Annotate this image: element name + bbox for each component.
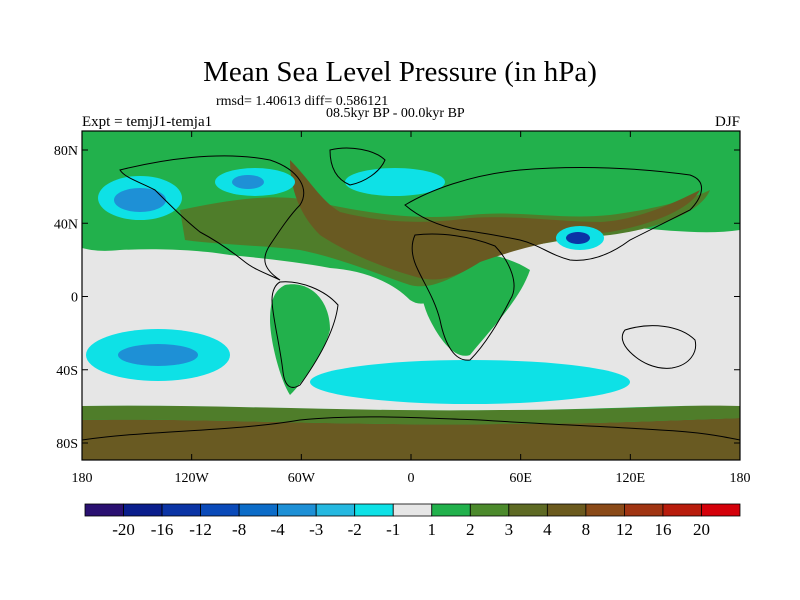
y-tick-label: 80S	[56, 437, 78, 452]
colorbar-bin	[200, 503, 240, 517]
field-region-green-samerica	[270, 284, 330, 395]
coastline-north-america	[119, 155, 305, 281]
colorbar-bin	[277, 503, 317, 517]
colorbar-bin	[546, 503, 587, 517]
colorbar-label: 16	[654, 520, 671, 539]
y-ticks: 80N 40N 0 40S 80S	[54, 144, 740, 452]
colorbar-label: -1	[386, 520, 400, 539]
colorbar-bin	[392, 503, 433, 517]
colorbar-bin	[508, 503, 548, 517]
colorbar-label: -3	[309, 520, 323, 539]
x-tick-label: 120E	[616, 471, 646, 486]
field-low-tibet-core	[566, 232, 590, 244]
y-tick-label: 0	[71, 291, 78, 306]
x-tick-label: 180	[730, 471, 751, 486]
field-low-north-pacific-core	[114, 188, 166, 212]
x-tick-label: 60E	[509, 471, 532, 486]
colorbar-label: -12	[189, 520, 212, 539]
colorbar-label: -8	[232, 520, 246, 539]
colorbar-label: -4	[271, 520, 286, 539]
coastline-greenland	[329, 147, 386, 186]
x-ticks: 180 120W 60W 0 60E 120E 180	[72, 131, 751, 486]
colorbar-label: -20	[112, 520, 135, 539]
x-tick-label: 120W	[175, 471, 210, 486]
x-tick-label: 0	[408, 471, 415, 486]
experiment-label: Expt = temjJ1-temja1	[82, 114, 213, 130]
colorbar-label: -16	[151, 520, 174, 539]
coastline-australia	[621, 325, 697, 369]
y-tick-label: 40N	[54, 217, 78, 232]
colorbar-bin	[624, 503, 664, 517]
colorbar-bin	[315, 503, 356, 517]
field-low-north-atlantic	[345, 168, 445, 196]
field-low-south-atlantic	[310, 360, 630, 404]
y-tick-label: 80N	[54, 144, 78, 159]
stats-text: rmsd= 1.40613 diff= 0.586121	[216, 94, 389, 109]
colorbar-bin	[469, 503, 510, 517]
coastline-africa	[411, 233, 515, 361]
colorbar-bin	[662, 503, 702, 517]
period-text: 08.5kyr BP - 00.0kyr BP	[326, 106, 465, 121]
y-tick-label: 40S	[56, 364, 78, 379]
colorbar-label: 20	[693, 520, 710, 539]
colorbar: -20 -16 -12 -8 -4 -3 -2 -1 1 2 3 4 8 12 16 20	[84, 503, 741, 539]
season-label: DJF	[714, 114, 740, 130]
colorbar-bin	[585, 503, 625, 517]
colorbar-bin	[84, 503, 124, 517]
x-tick-label: 180	[72, 471, 93, 486]
colorbar-bin	[161, 503, 201, 517]
coastline-south-america	[271, 281, 339, 388]
pressure-field	[82, 131, 740, 460]
colorbar-label: 3	[505, 520, 514, 539]
field-region-brown-south	[82, 418, 740, 460]
coastline-europe-asia	[404, 167, 702, 261]
colorbar-bin	[123, 503, 163, 517]
field-region-olive-south	[82, 404, 740, 425]
field-region-brown-eurasia	[290, 160, 700, 280]
colorbar-label: 4	[543, 520, 552, 539]
colorbar-label: 1	[428, 520, 437, 539]
colorbar-bin	[701, 503, 741, 517]
colorbar-label: 12	[616, 520, 633, 539]
coastlines	[82, 147, 740, 441]
colorbar-bin	[238, 503, 279, 517]
colorbar-bin	[431, 503, 471, 517]
field-low-canada-core	[232, 175, 264, 189]
field-low-south-pacific-core	[118, 344, 198, 366]
coastline-antarctica	[82, 416, 740, 441]
colorbar-bin	[354, 503, 394, 517]
map-title: Mean Sea Level Pressure (in hPa)	[203, 56, 597, 88]
x-tick-label: 60W	[288, 471, 316, 486]
colorbar-label: -2	[348, 520, 362, 539]
colorbar-label: 2	[466, 520, 475, 539]
colorbar-label: 8	[582, 520, 591, 539]
